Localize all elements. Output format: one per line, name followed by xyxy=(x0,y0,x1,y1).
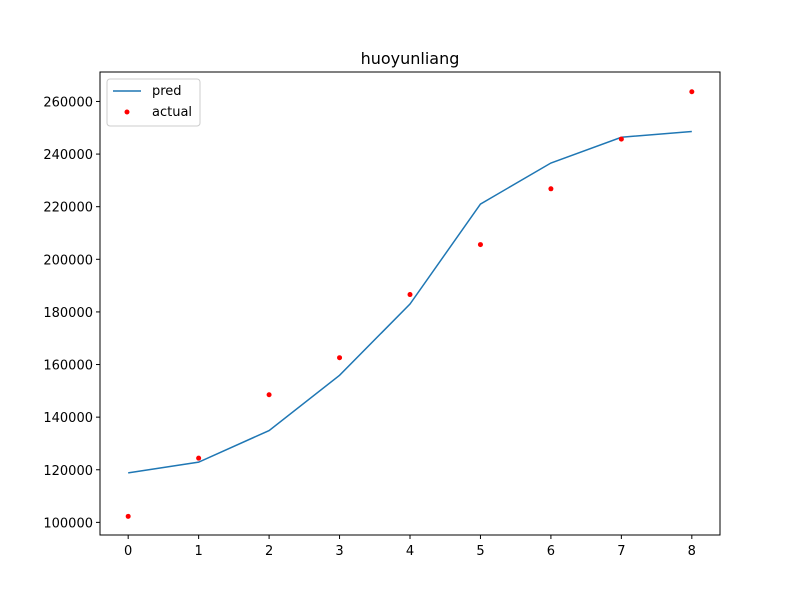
y-tick-label: 220000 xyxy=(43,201,93,216)
y-tick-label: 180000 xyxy=(43,306,93,321)
scatter-point-actual xyxy=(196,455,202,461)
scatter-point-actual xyxy=(337,355,343,361)
x-axis: 0 1 2 3 4 5 6 7 8 xyxy=(124,535,696,559)
plot-area xyxy=(125,89,695,519)
scatter-point-actual xyxy=(548,186,554,192)
scatter-point-actual xyxy=(477,242,483,248)
scatter-point-actual xyxy=(125,513,131,519)
scatter-point-actual xyxy=(266,392,272,398)
legend-marker-swatch xyxy=(124,109,130,115)
x-tick-label: 3 xyxy=(335,544,343,559)
legend: pred actual xyxy=(106,78,201,127)
y-tick-label: 260000 xyxy=(43,95,93,110)
legend-label-actual: actual xyxy=(152,105,192,120)
scatter-point-actual xyxy=(618,136,624,142)
x-tick-label: 1 xyxy=(194,544,202,559)
x-tick-label: 5 xyxy=(476,544,484,559)
x-tick-label: 4 xyxy=(406,544,414,559)
series-line-pred xyxy=(128,130,692,474)
y-tick-label: 240000 xyxy=(43,148,93,163)
x-tick-label: 8 xyxy=(688,544,696,559)
y-tick-label: 160000 xyxy=(43,359,93,374)
x-tick-label: 7 xyxy=(617,544,625,559)
y-tick-label: 140000 xyxy=(43,411,93,426)
y-tick-label: 120000 xyxy=(43,464,93,479)
x-tick-label: 6 xyxy=(547,544,555,559)
x-tick-label: 2 xyxy=(265,544,273,559)
y-axis: 100000 120000 140000 160000 180000 200000 2200… xyxy=(43,95,100,531)
chart-title: huoyunliang xyxy=(361,49,460,68)
scatter-point-actual xyxy=(407,292,413,298)
y-tick-label: 100000 xyxy=(43,516,93,531)
scatter-point-actual xyxy=(689,89,695,95)
y-tick-label: 200000 xyxy=(43,253,93,268)
x-tick-label: 0 xyxy=(124,544,132,559)
legend-label-pred: pred xyxy=(152,84,182,99)
